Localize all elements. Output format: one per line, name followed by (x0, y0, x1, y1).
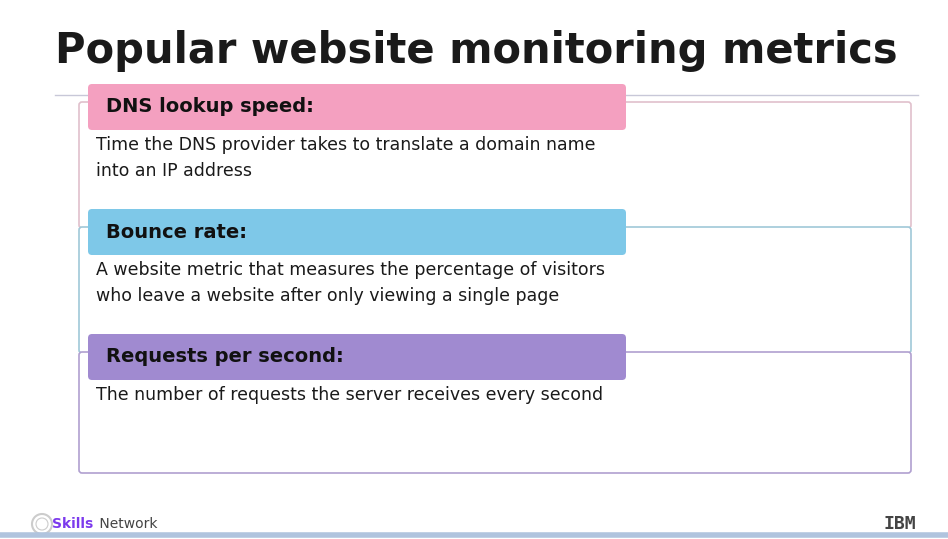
Text: Network: Network (95, 517, 157, 531)
FancyBboxPatch shape (79, 227, 911, 353)
Text: Requests per second:: Requests per second: (106, 348, 344, 367)
Text: DNS lookup speed:: DNS lookup speed: (106, 98, 314, 116)
Text: The number of requests the server receives every second: The number of requests the server receiv… (96, 386, 603, 404)
Text: IBM: IBM (884, 515, 917, 533)
FancyBboxPatch shape (79, 352, 911, 473)
FancyBboxPatch shape (88, 84, 626, 130)
FancyBboxPatch shape (88, 209, 626, 255)
Text: Time the DNS provider takes to translate a domain name
into an IP address: Time the DNS provider takes to translate… (96, 136, 595, 181)
Text: A website metric that measures the percentage of visitors
who leave a website af: A website metric that measures the perce… (96, 261, 605, 306)
FancyBboxPatch shape (79, 102, 911, 228)
Text: Popular website monitoring metrics: Popular website monitoring metrics (55, 30, 898, 72)
Text: Bounce rate:: Bounce rate: (106, 223, 247, 241)
FancyBboxPatch shape (88, 334, 626, 380)
Text: Skills: Skills (52, 517, 93, 531)
